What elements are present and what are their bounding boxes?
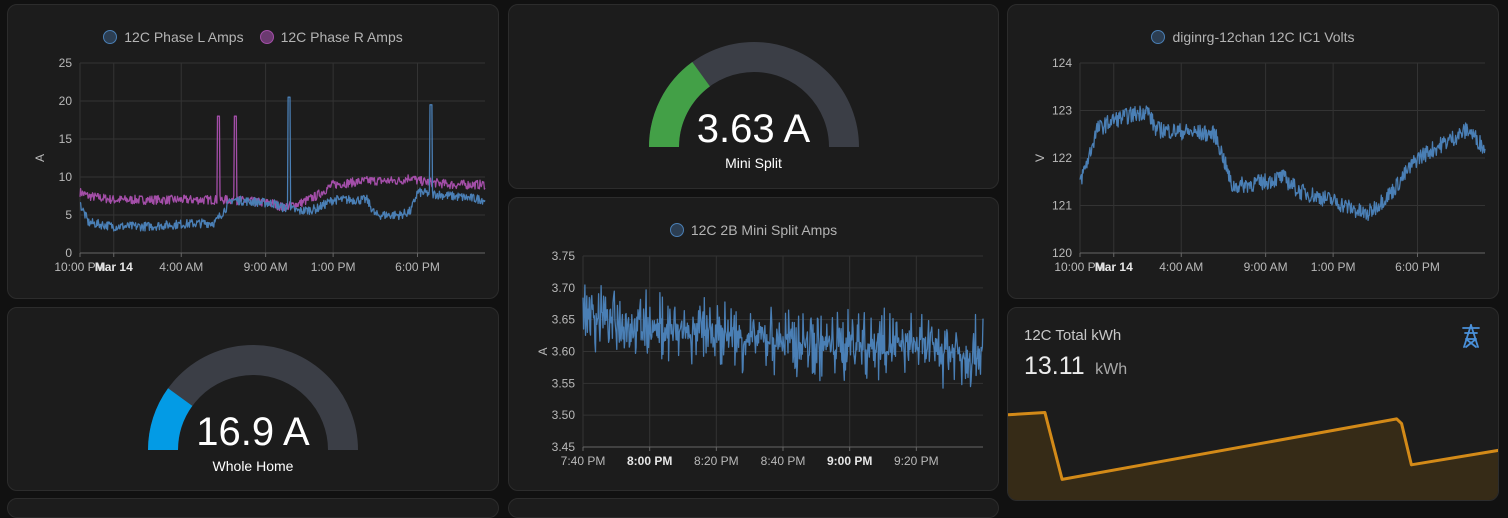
- whole-home-gauge: [148, 345, 358, 451]
- volts-card[interactable]: diginrg-12chan 12C IC1 Volts 120 121 122 12…: [1007, 4, 1499, 299]
- legend-item-volts[interactable]: diginrg-12chan 12C IC1 Volts: [1151, 29, 1355, 45]
- whole-home-gauge-card[interactable]: 16.9 A Whole Home: [7, 307, 499, 491]
- gauge-fill: [649, 62, 711, 148]
- x-tick-label: 8:20 PM: [694, 454, 739, 468]
- y-tick-label: 0: [65, 246, 72, 260]
- x-tick-label: 6:00 PM: [1395, 260, 1440, 274]
- y-tick-label: 3.65: [552, 313, 576, 327]
- y-tick-label: 123: [1052, 104, 1072, 118]
- sensor-unit: kWh: [1095, 361, 1128, 378]
- next-card-left: [7, 498, 499, 518]
- area-fill: [1008, 412, 1498, 500]
- x-tick-label: 9:00 AM: [244, 260, 288, 274]
- x-tick-label: 10:00 PM: [54, 260, 105, 274]
- x-tick-label: 8:00 PM: [627, 454, 672, 468]
- x-tick-label: 1:00 PM: [1311, 260, 1356, 274]
- y-tick-label: 10: [59, 170, 73, 184]
- mini-split-amps-card[interactable]: 12C 2B Mini Split Amps 3.45 3.50 3.55 3.60 3…: [508, 197, 999, 491]
- legend-label: 12C 2B Mini Split Amps: [690, 222, 838, 238]
- x-tick-label: 7:40 PM: [561, 454, 606, 468]
- legend-item-phase-r[interactable]: 12C Phase R Amps: [259, 29, 403, 45]
- chart-legend: 12C Phase L Amps 12C Phase R Amps: [8, 29, 498, 45]
- y-tick-label: 124: [1052, 56, 1072, 70]
- y-tick-label: 15: [59, 132, 73, 146]
- chart-legend: diginrg-12chan 12C IC1 Volts: [1008, 29, 1498, 45]
- y-tick-label: 25: [59, 56, 73, 70]
- phase-amps-card[interactable]: 12C Phase L Amps 12C Phase R Amps 0 5 10 15…: [7, 4, 499, 299]
- sensor-value: 13.11: [1024, 352, 1085, 380]
- transmission-tower-icon[interactable]: [1460, 324, 1482, 348]
- x-tick-label: Mar 14: [1095, 260, 1133, 274]
- x-tick-label: Mar 14: [95, 260, 133, 274]
- mini-split-amps-chart[interactable]: 3.45 3.50 3.55 3.60 3.65 3.70 3.75 A 7:40 PM 8:00…: [509, 198, 999, 491]
- x-tick-label: 4:00 AM: [159, 260, 203, 274]
- legend-swatch-icon: [103, 30, 118, 44]
- legend-swatch-icon: [1151, 30, 1166, 44]
- next-card-middle: [508, 498, 999, 518]
- legend-label: 12C Phase L Amps: [124, 29, 244, 45]
- gauge-value: 16.9 A: [196, 410, 310, 454]
- x-tick-label: 8:40 PM: [761, 454, 806, 468]
- series-line: [1079, 105, 1486, 222]
- sensor-title: 12C Total kWh: [1024, 327, 1122, 344]
- y-tick-label: 121: [1052, 199, 1072, 213]
- series-line: [1008, 411, 1498, 481]
- y-tick-label: 122: [1052, 151, 1072, 165]
- legend-item-phase-l[interactable]: 12C Phase L Amps: [103, 29, 244, 45]
- legend-item-mini-split[interactable]: 12C 2B Mini Split Amps: [669, 222, 838, 238]
- legend-label: 12C Phase R Amps: [280, 29, 403, 45]
- sensor-value-row: 13.11 kWh: [1024, 352, 1127, 381]
- series-line: [79, 96, 486, 232]
- y-tick-label: 3.45: [552, 440, 576, 454]
- y-tick-label: 3.70: [552, 281, 576, 295]
- y-tick-label: 3.75: [552, 249, 576, 263]
- y-axis-label: V: [1033, 154, 1047, 162]
- gauge-name: Mini Split: [725, 155, 782, 171]
- x-tick-label: 9:20 PM: [894, 454, 939, 468]
- series-line: [582, 284, 984, 389]
- x-tick-label: 1:00 PM: [311, 260, 356, 274]
- total-kwh-sparkline: [1008, 411, 1498, 500]
- x-tick-label: 10:00 PM: [1054, 260, 1105, 274]
- x-tick-label: 4:00 AM: [1159, 260, 1203, 274]
- mini-split-gauge: [649, 42, 859, 148]
- y-axis-label: A: [33, 154, 47, 162]
- legend-swatch-icon: [669, 223, 684, 237]
- y-tick-label: 3.60: [552, 345, 576, 359]
- x-tick-label: 6:00 PM: [395, 260, 440, 274]
- y-tick-label: 120: [1052, 246, 1072, 260]
- y-tick-label: 5: [65, 208, 72, 222]
- x-tick-label: 9:00 PM: [827, 454, 872, 468]
- series-line: [79, 115, 486, 212]
- y-tick-label: 20: [59, 94, 73, 108]
- legend-swatch-icon: [259, 30, 274, 44]
- gauge-fill: [148, 388, 193, 451]
- y-axis-label: A: [536, 347, 550, 355]
- y-tick-label: 3.50: [552, 408, 576, 422]
- chart-legend: 12C 2B Mini Split Amps: [509, 222, 998, 238]
- y-tick-label: 3.55: [552, 376, 576, 390]
- total-kwh-card[interactable]: 12C Total kWh 13.11 kWh: [1007, 307, 1499, 501]
- gauge-name: Whole Home: [212, 458, 294, 474]
- mini-split-gauge-card[interactable]: 3.63 A Mini Split: [508, 4, 999, 189]
- gauge-value: 3.63 A: [696, 107, 811, 151]
- legend-label: diginrg-12chan 12C IC1 Volts: [1172, 29, 1355, 45]
- x-tick-label: 9:00 AM: [1244, 260, 1288, 274]
